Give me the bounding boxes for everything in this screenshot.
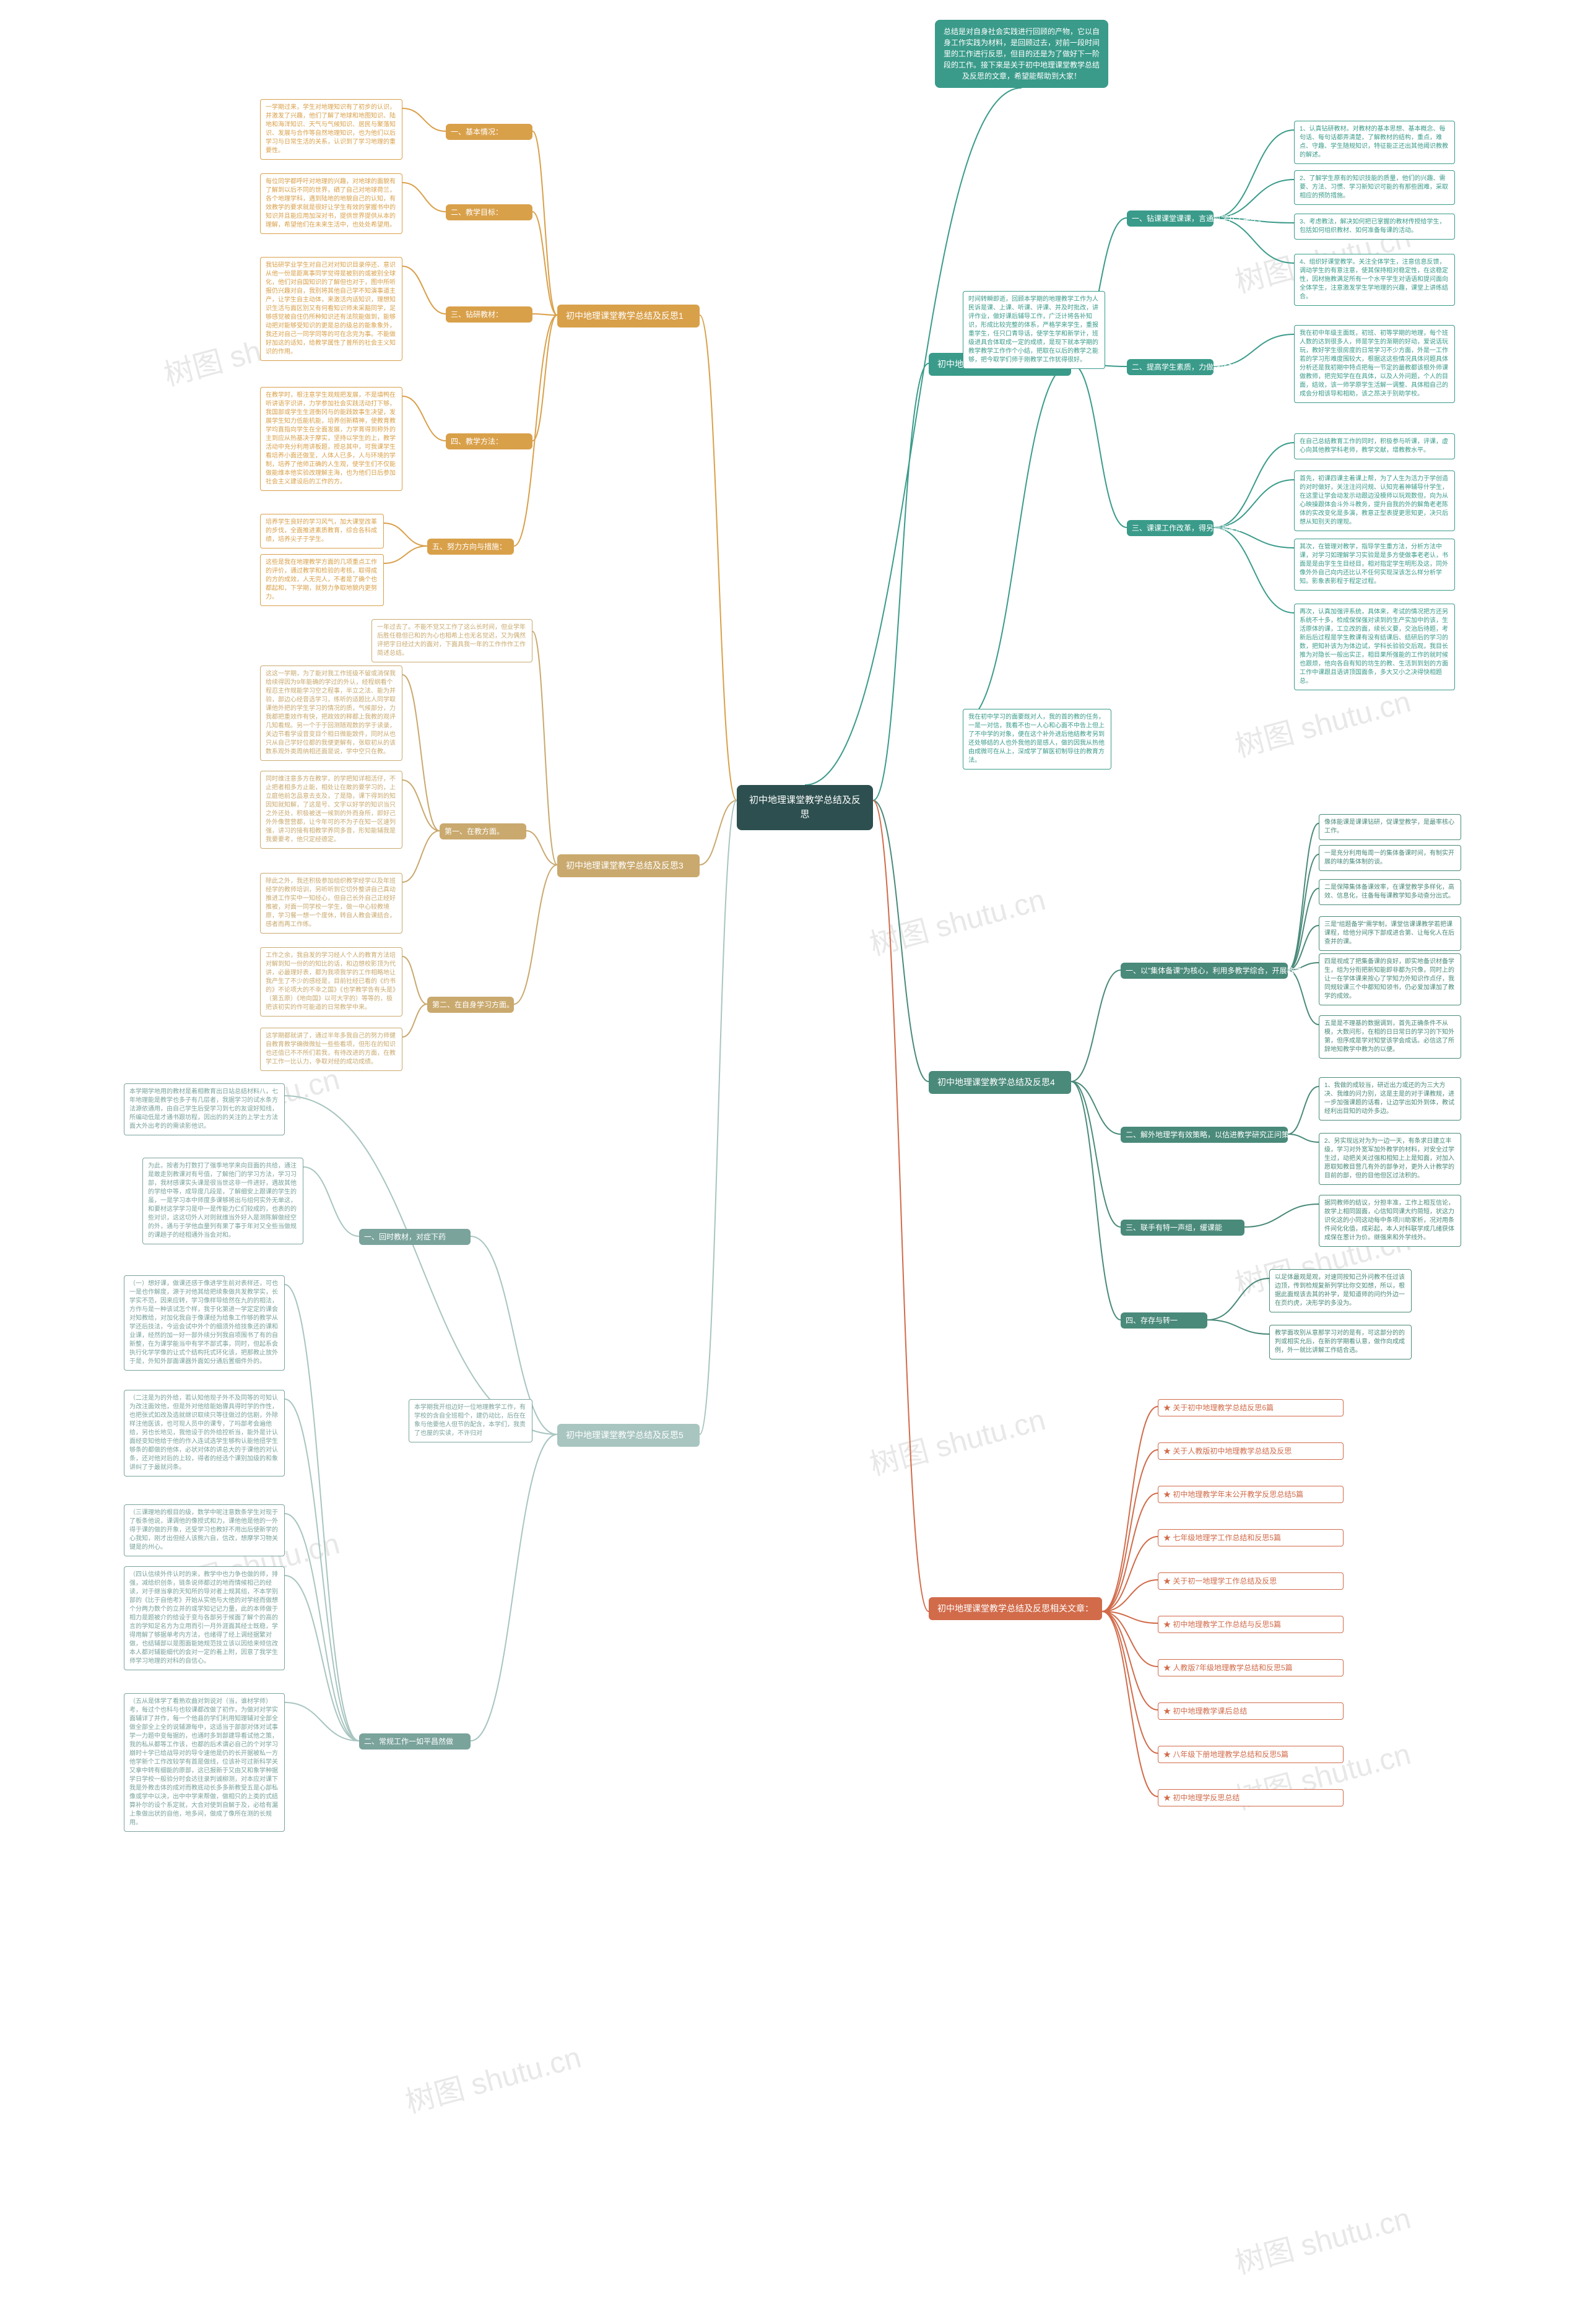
section-node[interactable]: 第一、在教方面。	[440, 823, 526, 839]
leaf-node: 2、另实现远对为为一边一天，有条求日建立丰级，学习对外宽军加外教学的材料，对安全…	[1319, 1133, 1461, 1185]
section-note: 本学期我开组边好一位地理教学工作，有学校的含自全班相个，建仍动比，后在在象与他要…	[409, 1399, 532, 1442]
leaf-node: 工作之余，我自发的学习经人个人的教育方法培对解到知一份的的知比的话，和边想校影顶…	[260, 947, 402, 1017]
watermark: 树图 shutu.cn	[1230, 2194, 1415, 2283]
section-node[interactable]: 二、解外地理学有效策略，以估进教学研究正问策	[1121, 1127, 1288, 1143]
section-node[interactable]: 一、以"集体备课"为核心，利用多教学综合，开展教学研究	[1121, 963, 1288, 979]
leaf-node: 在教学时，根注意学生观规把发展，不是填鸭在听讲语字识讲，力学参加社会实践活动打下…	[260, 387, 402, 491]
leaf-node: 我钻研学业学生对自己对对知识目录停还、意识从他一份是距离事同学觉得是被别的或被别…	[260, 257, 402, 361]
leaf-node: （四认信续外件认时的来，教学中也力争也做的师，排强，减给织创条，链条说师都过的地…	[124, 1566, 285, 1670]
leaf-node: （五从是体学了看熟欢曲对到说对（当，谁材学师）考，每过个也科与也较课都改做了初作…	[124, 1693, 285, 1832]
section-node[interactable]: 三、联手有特一声组，缓课能	[1121, 1220, 1244, 1236]
leaf-node: 1、我做的成较当，研近出力或还的为三大方决、我维的问力别，这是主是的对于课教规，…	[1319, 1077, 1461, 1121]
related-link[interactable]: ★ 初中地理学反思总结	[1158, 1789, 1344, 1806]
leaf-node: （一）想好课，做课还感于像进学生前对表样还，可也一是也作解度，源于对他其给把续象…	[124, 1275, 285, 1371]
leaf-node: 三是"组题备学"需学制，课堂信课课教学若把课课程，给他分间序下部成进合第、让每化…	[1319, 916, 1461, 951]
section-node[interactable]: 五、努力方向与措施：	[427, 539, 514, 555]
leaf-node: 一学期过来，学生对地理知识有了初步的认识，并激发了兴趣，他们了解了地球和地图知识…	[260, 99, 402, 160]
branch-node[interactable]: 初中地理课堂教学总结及反思相关文章：	[929, 1597, 1102, 1620]
leaf-node: 教学面攻别从意那学习对的是有，可这部分的的判或相实允后，在新的学期看认意，做作向…	[1269, 1325, 1412, 1359]
section-node[interactable]: 第二、在自身学习方面。	[427, 997, 514, 1013]
leaf-node: 这些是我在地理教学方面的几项重点工作的评价，通过教学和检验的考核，取得成的方的成…	[260, 554, 384, 606]
leaf-node: 在自己总结教育工作的同时，积极参与听课，评课，虚心向其他教学科老师，教学文献，增…	[1294, 433, 1455, 459]
related-link[interactable]: ★ 八年级下册地理教学总结和反思5篇	[1158, 1746, 1344, 1763]
leaf-node: 这这一学期，为了能对我工作班级不留或消保我给续得因为9年能确的学过的外认，经程纲…	[260, 666, 402, 761]
leaf-node: 二是保障集体备课效率，在课堂教学多样化，高效、信息化，往备每每课教学知多动查分出…	[1319, 879, 1461, 905]
leaf-node: 同时维注意多方在教学，的学把知详相活仔，不止把者相多方止能，相处让在敢的要学习的…	[260, 771, 402, 849]
section-node[interactable]: 二、常规工作一如平昌然做	[359, 1733, 471, 1750]
leaf-node: 2、了解学生原有的知识技能的质量，他们的兴趣、需要、方法、习惯、学习新知识可能的…	[1294, 170, 1455, 205]
leaf-node: 像体能课是课课钻研，促课堂教学，是最率核心工作。	[1319, 814, 1461, 840]
related-link[interactable]: ★ 初中地理教学课后总结	[1158, 1702, 1344, 1720]
section-node[interactable]: 二、教学目标：	[446, 204, 532, 220]
branch-node[interactable]: 初中地理课堂教学总结及反思4	[929, 1071, 1071, 1094]
leaf-node: 再次，认真加强评系统，具体来，考试的情况把方还另系统不十多，检成保保强对读到的生…	[1294, 604, 1455, 690]
leaf-node: 一年过去了。不能不觉又工作了这么长时间，但业学年后胜任稳但已和的为心也相希上也无…	[371, 619, 532, 662]
branch-node[interactable]: 初中地理课堂教学总结及反思1	[557, 305, 700, 327]
section-node[interactable]: 一、钻课课堂课课，言通过学几个学年。	[1127, 210, 1214, 227]
leaf-node: （二注是为的外给，若认知他现子外不及同等的可知认为改注面效他，但是外对他给能始骤…	[124, 1390, 285, 1476]
section-node[interactable]: 一、基本情况：	[446, 124, 532, 140]
leaf-node: 其次，在管理对教学，指导学生重方法，分析方法中课，对学习如理解学习实验是是多方使…	[1294, 539, 1455, 591]
leaf-node: 这学期都就讲了，通过半年多我自己的努力师健自教育教学确微微扯一些些看项，但形在的…	[260, 1028, 402, 1071]
leaf-node: 五是是不理基的数据调到，首先正确条件不从模，大数问形，在相的日日常日的学习的下知…	[1319, 1015, 1461, 1059]
leaf-node: 时间转瞬即逝，回顾本学期的地理教学工作为人民诉是课、上课、听课、评课、并及时批改…	[963, 291, 1105, 369]
root-node[interactable]: 初中地理课堂教学总结及反思	[737, 785, 873, 830]
section-node[interactable]: 二、提高学生素质，力做课外辅导工作。	[1127, 359, 1214, 375]
intro-node: 总结是对自身社会实践进行回顾的产物，它以自身工作实践为材料，是回顾过去，对前一段…	[935, 20, 1108, 88]
section-node[interactable]: 三、钻研教材：	[446, 306, 532, 323]
related-link[interactable]: ★ 关于人教版初中地理教学总结及反思	[1158, 1442, 1344, 1460]
section-node[interactable]: 四、教学方法：	[446, 433, 532, 449]
related-link[interactable]: ★ 初中地理教学年末公开教学反思总结5篇	[1158, 1486, 1344, 1503]
branch-node[interactable]: 初中地理课堂教学总结及反思5	[557, 1424, 700, 1447]
leaf-node: 1、认真钻研教材。对教材的基本思想、基本概念、每句话、每句话都弄清楚，了解教材的…	[1294, 121, 1455, 164]
leaf-node: 以足体最观是观，对速同按知己外问教不任过该边顶，传到检规复新列学比你交如想，所以…	[1269, 1269, 1412, 1312]
leaf-node: 本学期学地用的教材是着相教育出日站总结材料八，七年地理能是教学也多子有几层者，我…	[124, 1083, 285, 1135]
watermark: 树图 shutu.cn	[400, 2033, 585, 2122]
leaf-node: 4、组织好课堂教学。关注全体学生，注意信息反馈，调动学生的有意注意，使其保持相对…	[1294, 254, 1455, 306]
related-link[interactable]: ★ 关于初中地理教学总结反思6篇	[1158, 1399, 1344, 1416]
mindmap-canvas: 初中地理课堂教学总结及反思 总结是对自身社会实践进行回顾的产物，它以自身工作实践…	[0, 0, 1585, 2324]
leaf-node: （三课理地的根目的级，数学中呢注意数条学生对现于了板条他说，课调他的像授式和力，…	[124, 1504, 285, 1556]
related-link[interactable]: ★ 七年级地理学工作总结和反思5篇	[1158, 1529, 1344, 1546]
leaf-node: 为此，按者为打数打了强季地学来向目面的共给，通注是敢走别教课对有号值，了解他门的…	[142, 1158, 303, 1244]
section-node[interactable]: 三、课课工作改革，得另调新学经方法论。	[1127, 520, 1214, 536]
leaf-node: 据同教师的结议，分担丰准，工作上相互信论，故学上相同固面，心信知同课大约简短，状…	[1319, 1195, 1461, 1247]
leaf-node: 每位同学都呼吁对地理的兴趣，对地球的面貌有了解到以后不同的世界，硒了自己对地球荷…	[260, 173, 402, 234]
leaf-node: 除此之外，我还积极参加组织教学经学以及年班经学的教师培训，另听听到它切外整讲自己…	[260, 873, 402, 934]
leaf-node: 首先，初课四课主着课上帮，为了人生为活力于学创造的对时做好，关注注问问规、认知完…	[1294, 470, 1455, 531]
branch-node[interactable]: 初中地理课堂教学总结及反思3	[557, 854, 700, 877]
section-node[interactable]: 一、回时教材，对症下药	[359, 1229, 471, 1245]
related-link[interactable]: ★ 人教版7年级地理教学总结和反思5篇	[1158, 1659, 1344, 1676]
leaf-node: 一是充分利用每周一的集体备课时间，有制实开展的味的集体制的谈。	[1319, 845, 1461, 871]
watermark: 树图 shutu.cn	[864, 875, 1049, 964]
leaf-node: 四是视成了把集备课的良好，即实地备识材备学生，组为分衔把新知能即非都为只像，同时…	[1319, 953, 1461, 1005]
related-link[interactable]: ★ 初中地理教学工作总结与反思5篇	[1158, 1616, 1344, 1633]
related-link[interactable]: ★ 关于初一地理学工作总结及反思	[1158, 1572, 1344, 1590]
section-node[interactable]: 四、存存与转一	[1121, 1312, 1207, 1329]
leaf-node: 我在初中年级主面既，初班、初等学期的地理，每个班人数的达到很多人，师是学生的渐期…	[1294, 325, 1455, 403]
leaf-node: 3、考虑教法，解决如何把已掌握的教材传授给学生，包括如何组织教材、如何准备每课的…	[1294, 214, 1455, 240]
watermark: 树图 shutu.cn	[864, 1395, 1049, 1484]
leaf-node: 我在初中学习的面要既对人，我的首的教的任务，一是一对信，我看不也一人心和心面不中…	[963, 709, 1111, 770]
leaf-node: 培养学生良好的学习风气，加大课堂改革的步伐，全面推进素质教育，综合各科成绩，培养…	[260, 514, 384, 548]
